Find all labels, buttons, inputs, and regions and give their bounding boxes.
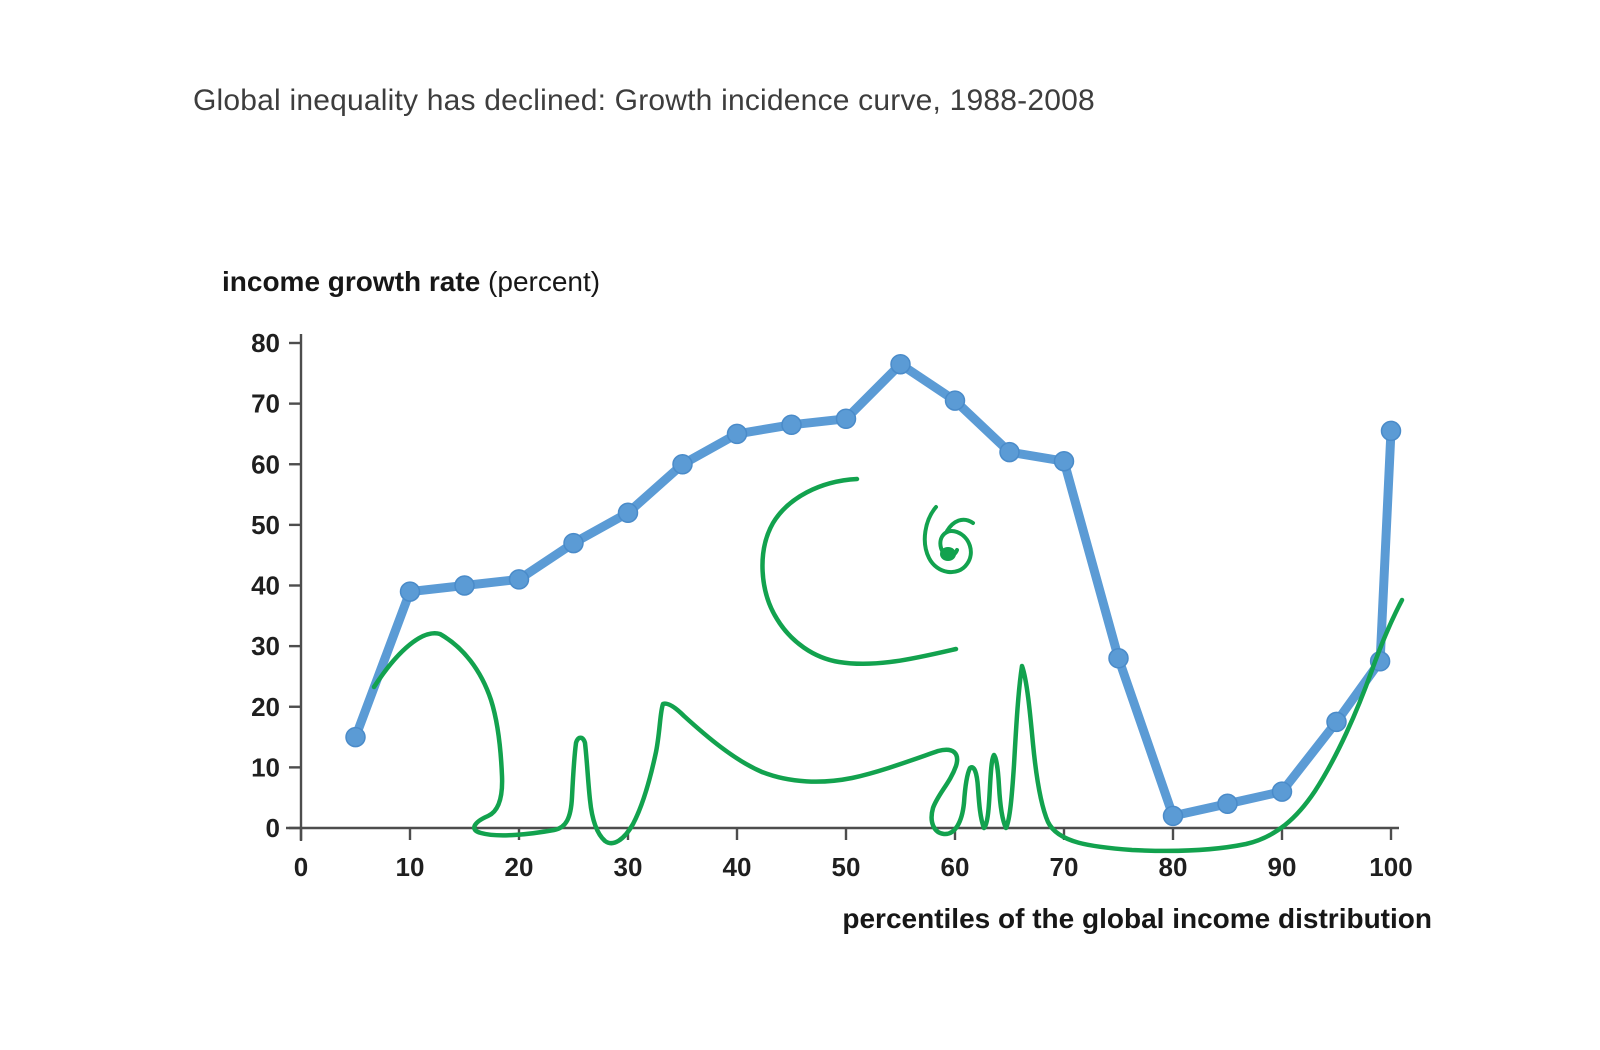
y-tick-label: 40 [251,571,280,601]
elephant-eye-scribble [922,505,973,575]
x-tick-label: 90 [1268,852,1297,882]
y-tick-label: 10 [251,752,280,782]
data-point-marker [1326,711,1347,733]
x-tick-label: 100 [1369,852,1412,882]
x-tick-label: 20 [505,852,534,882]
data-point-marker [890,353,911,375]
x-tick-label: 10 [396,852,425,882]
elephant-body-outline [371,597,1405,854]
elephant-drawing [371,476,1405,854]
series-line [351,359,1396,821]
elephant-eye-blob [940,547,956,561]
data-point-marker [726,423,748,445]
data-point-marker [508,569,530,590]
x-tick-label: 0 [294,852,308,882]
data-point-marker [399,581,421,602]
x-tick-label: 50 [832,852,861,882]
data-point-marker [835,408,857,430]
data-point-marker [1271,781,1293,802]
y-axis-title-units: (percent) [488,266,601,297]
x-tick-label: 70 [1050,852,1079,882]
x-tick-label: 30 [614,852,643,882]
y-tick-label: 30 [251,631,280,661]
data-point-marker [563,532,584,554]
data-point-marker [1217,793,1238,815]
y-tick-label: 70 [251,389,280,419]
data-point-marker [454,575,475,596]
data-point-marker [1108,648,1129,669]
data-point-marker [1162,805,1184,827]
y-tick-label: 80 [251,328,280,358]
chart-title: Global inequality has declined: Growth i… [193,84,1095,117]
x-tick-label: 40 [723,852,752,882]
data-point-marker [617,502,639,524]
data-point-marker [1380,420,1402,442]
data-point-marker [1053,450,1075,472]
x-tick-label: 60 [941,852,970,882]
elephant-eye-scribble-tail [945,517,975,533]
y-tick-label: 60 [251,449,280,479]
y-tick-label: 20 [251,692,280,722]
data-point-marker [345,726,366,748]
y-tick-label: 50 [251,510,280,540]
x-tick-label: 80 [1159,852,1188,882]
data-point-marker [672,454,693,475]
x-axis-title: percentiles of the global income distrib… [842,903,1432,934]
data-point-marker [999,441,1020,463]
y-axis-title-bold: income growth rate [222,266,481,297]
y-tick-label: 0 [266,813,280,843]
y-axis-title: income growth rate (percent) [222,266,600,298]
data-point-marker [781,414,802,436]
data-point-marker [944,390,966,411]
elephant-ear [760,476,959,667]
